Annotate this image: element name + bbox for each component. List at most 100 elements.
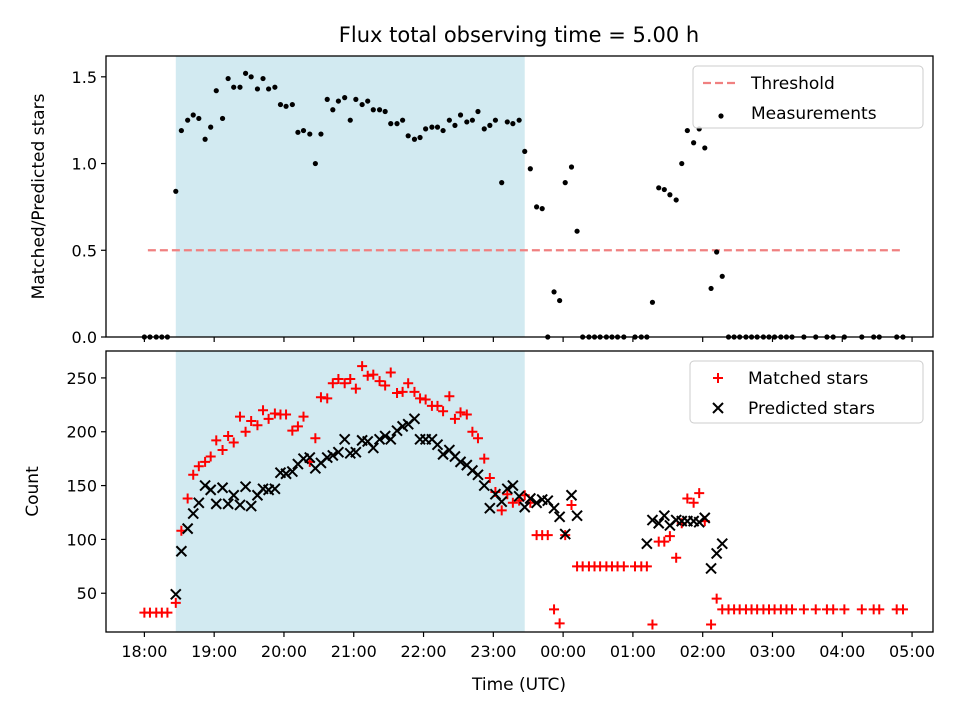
y-axis-label: Count xyxy=(23,466,43,517)
x-tick-label: 23:00 xyxy=(470,642,516,661)
observing-window-span xyxy=(175,56,525,337)
matched-star-point xyxy=(357,361,368,372)
measurement-point xyxy=(388,121,394,127)
measurement-point xyxy=(417,134,423,141)
measurement-point xyxy=(429,124,435,130)
measurement-point xyxy=(434,124,441,130)
measurement-point xyxy=(295,129,301,135)
measurement-point xyxy=(457,112,464,118)
measurement-point xyxy=(423,126,429,132)
measurement-point xyxy=(342,95,348,101)
x-tick-label: 21:00 xyxy=(331,642,377,661)
predicted-star-point xyxy=(304,451,316,464)
observing-window-span xyxy=(175,351,525,632)
matched-star-point xyxy=(205,451,216,462)
predicted-star-point xyxy=(437,448,449,461)
measurement-point xyxy=(661,186,667,193)
predicted-star-point xyxy=(239,480,252,493)
predicted-star-point xyxy=(286,465,299,478)
predicted-star-point xyxy=(367,442,379,454)
matched-star-point xyxy=(315,392,326,403)
legend-label: Matched stars xyxy=(748,369,868,389)
measurement-point xyxy=(231,84,237,90)
matched-star-point xyxy=(496,505,507,516)
matched-star-point xyxy=(787,604,798,615)
measurement-point xyxy=(405,133,411,139)
measurement-point xyxy=(679,160,685,167)
x-tick-label: 01:00 xyxy=(610,642,656,661)
ratio-panel: 0.0 0.5 1.0 1.5 Matched/Predicted stars Thre… xyxy=(29,55,934,347)
predicted-star-point xyxy=(513,490,525,503)
matched-star-point xyxy=(461,409,472,420)
predicted-star-point xyxy=(234,499,246,511)
legend-matched-swatch xyxy=(713,373,723,383)
predicted-star-point xyxy=(280,468,292,480)
matched-star-point xyxy=(828,604,839,615)
measurement-point xyxy=(714,249,720,255)
matched-star-point xyxy=(444,391,455,402)
measurement-point xyxy=(708,285,714,292)
measurement-point xyxy=(283,103,289,109)
matched-star-point xyxy=(420,394,431,405)
matched-star-point xyxy=(362,370,373,381)
matched-star-point xyxy=(188,469,199,480)
predicted-star-point xyxy=(530,497,543,509)
matched-star-point xyxy=(856,604,867,615)
matched-star-point xyxy=(647,619,658,630)
matched-star-point xyxy=(455,407,466,418)
measurement-point xyxy=(691,140,697,146)
matched-star-point xyxy=(618,561,629,572)
matched-star-point xyxy=(641,561,652,572)
measurement-point xyxy=(365,98,371,104)
matched-star-point xyxy=(403,378,414,389)
measurement-point xyxy=(272,84,278,90)
matched-star-point xyxy=(874,604,885,615)
legend-label: Predicted stars xyxy=(748,399,875,419)
predicted-star-point xyxy=(204,484,217,496)
measurement-point xyxy=(702,145,708,151)
measurement-point xyxy=(562,180,568,186)
predicted-star-point xyxy=(472,469,484,481)
measurement-point xyxy=(673,197,679,203)
predicted-star-point xyxy=(548,502,560,514)
predicted-star-point xyxy=(705,562,717,575)
measurement-point xyxy=(475,108,481,115)
y-tick-label: 200 xyxy=(66,423,97,442)
matched-star-point xyxy=(507,497,518,508)
x-axis-label: Time (UTC) xyxy=(471,675,566,695)
predicted-star-point xyxy=(187,507,199,520)
measurement-point xyxy=(574,228,580,234)
y-tick-label: 50 xyxy=(77,584,97,603)
matched-star-point xyxy=(292,421,303,432)
measurement-point xyxy=(190,112,196,118)
predicted-star-point xyxy=(710,547,723,560)
predicted-star-point xyxy=(484,502,496,514)
count-panel-frame xyxy=(105,350,934,633)
y-tick-label: 0.0 xyxy=(72,328,97,347)
matched-star-point xyxy=(162,607,173,618)
measurement-point xyxy=(196,115,202,122)
matched-star-point xyxy=(240,426,251,437)
matched-star-point xyxy=(298,411,309,422)
matched-star-point xyxy=(269,408,280,419)
matched-star-point xyxy=(223,431,234,442)
y-tick-label: 1.0 xyxy=(72,155,97,174)
matched-star-point xyxy=(368,369,379,380)
x-tick-label: 02:00 xyxy=(680,642,726,661)
measurement-point xyxy=(649,299,656,305)
matched-star-point xyxy=(566,499,577,510)
matched-star-point xyxy=(234,411,245,422)
matched-star-point xyxy=(385,367,396,378)
measurement-point xyxy=(260,75,266,82)
matched-star-point xyxy=(671,552,682,563)
matched-star-point xyxy=(380,380,391,391)
measurement-point xyxy=(359,101,365,108)
matched-star-point xyxy=(659,536,670,547)
legend-box xyxy=(692,65,924,129)
predicted-star-point xyxy=(269,483,281,495)
legend-predicted-swatch xyxy=(712,402,724,414)
measurement-point xyxy=(656,185,662,191)
matched-star-point xyxy=(200,456,211,467)
measurement-point xyxy=(527,166,533,172)
measurement-point xyxy=(324,96,330,102)
